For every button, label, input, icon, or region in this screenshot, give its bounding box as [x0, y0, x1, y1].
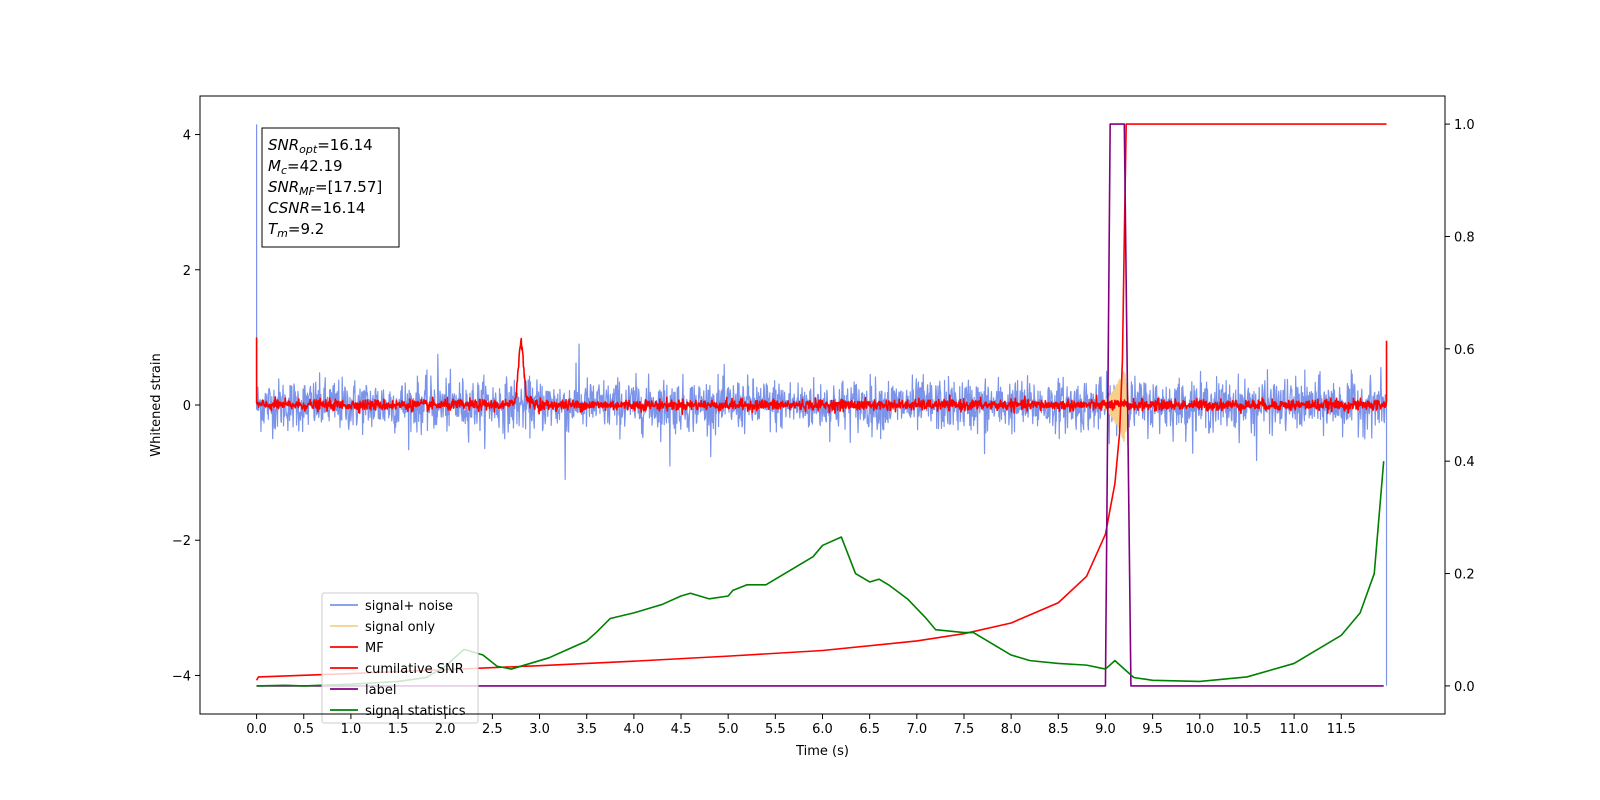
annotation-box: SNRopt=16.14Mc=42.19SNRMF=[17.57]CSNR=16…	[261, 127, 400, 248]
y-tick-label-right: 0.8	[1454, 230, 1475, 245]
x-tick-label: 4.0	[624, 722, 645, 737]
x-tick-label: 5.5	[765, 722, 786, 737]
x-tick-label: 4.5	[671, 722, 692, 737]
legend-entry: cumilative SNR	[365, 662, 464, 677]
x-tick-label: 9.0	[1095, 722, 1116, 737]
x-tick-label: 0.5	[293, 722, 314, 737]
series-signal-statistics	[256, 461, 1385, 687]
y-tick-label-right: 0.6	[1454, 343, 1475, 358]
y-tick-label-right: 1.0	[1454, 118, 1475, 133]
x-tick-label: 5.0	[718, 722, 739, 737]
x-tick-label: 2.5	[482, 722, 503, 737]
x-tick-label: 2.0	[435, 722, 456, 737]
x-tick-label: 1.0	[341, 722, 362, 737]
legend-entry: MF	[365, 641, 384, 656]
y-tick-label-left: 0	[183, 399, 191, 414]
series-label	[256, 123, 1384, 687]
x-tick-label: 8.5	[1048, 722, 1069, 737]
x-tick-label: 10.0	[1185, 722, 1214, 737]
y-tick-label-left: 4	[183, 129, 191, 144]
x-tick-label: 9.5	[1142, 722, 1163, 737]
x-tick-label: 3.0	[529, 722, 550, 737]
legend: signal+ noise signal only MF cumilative SNR…	[321, 592, 479, 724]
y-tick-label-left: −4	[172, 669, 191, 684]
x-tick-label: 11.0	[1280, 722, 1309, 737]
annotation-line: CSNR=16.14	[268, 199, 365, 217]
annotation-line: SNRMF=[17.57]	[268, 178, 382, 198]
x-tick-label: 6.0	[812, 722, 833, 737]
series-mf	[255, 337, 1388, 415]
annotation-line: Tm=9.2	[268, 220, 324, 240]
annotation-frame	[261, 127, 400, 248]
plot-area	[255, 123, 1388, 687]
x-tick-label: 0.0	[246, 722, 267, 737]
legend-frame	[321, 592, 479, 724]
y-tick-label-left: −2	[172, 534, 191, 549]
legend-entry: label	[365, 683, 396, 698]
x-tick-label: 6.5	[859, 722, 880, 737]
y-tick-label-right: 0.4	[1454, 455, 1475, 470]
y-axis-label: Whitened strain	[149, 353, 164, 456]
annotation-line: Mc=42.19	[268, 157, 343, 177]
legend-entry: signal only	[365, 620, 435, 635]
y-tick-label-left: 2	[183, 264, 191, 279]
annotation-line: SNRopt=16.14	[268, 136, 373, 156]
y-tick-label-right: 0.2	[1454, 568, 1475, 583]
x-tick-label: 10.5	[1232, 722, 1261, 737]
x-axis-label: Time (s)	[795, 744, 849, 759]
x-tick-label: 7.0	[906, 722, 927, 737]
x-tick-label: 3.5	[576, 722, 597, 737]
x-tick-label: 8.0	[1001, 722, 1022, 737]
legend-entry: signal+ noise	[365, 599, 453, 614]
x-tick-label: 11.5	[1327, 722, 1356, 737]
legend-entry: signal statistics	[365, 704, 466, 719]
y-tick-label-right: 0.0	[1454, 680, 1475, 695]
x-tick-label: 1.5	[388, 722, 409, 737]
series-cumilative-snr	[255, 123, 1387, 681]
axes: 0.0 0.5 1.0 1.5 2.0 2.5 3.0 3.5 4.0 4.5 5.0 5.5 6.0 6…	[172, 118, 1475, 737]
x-tick-label: 7.5	[954, 722, 975, 737]
